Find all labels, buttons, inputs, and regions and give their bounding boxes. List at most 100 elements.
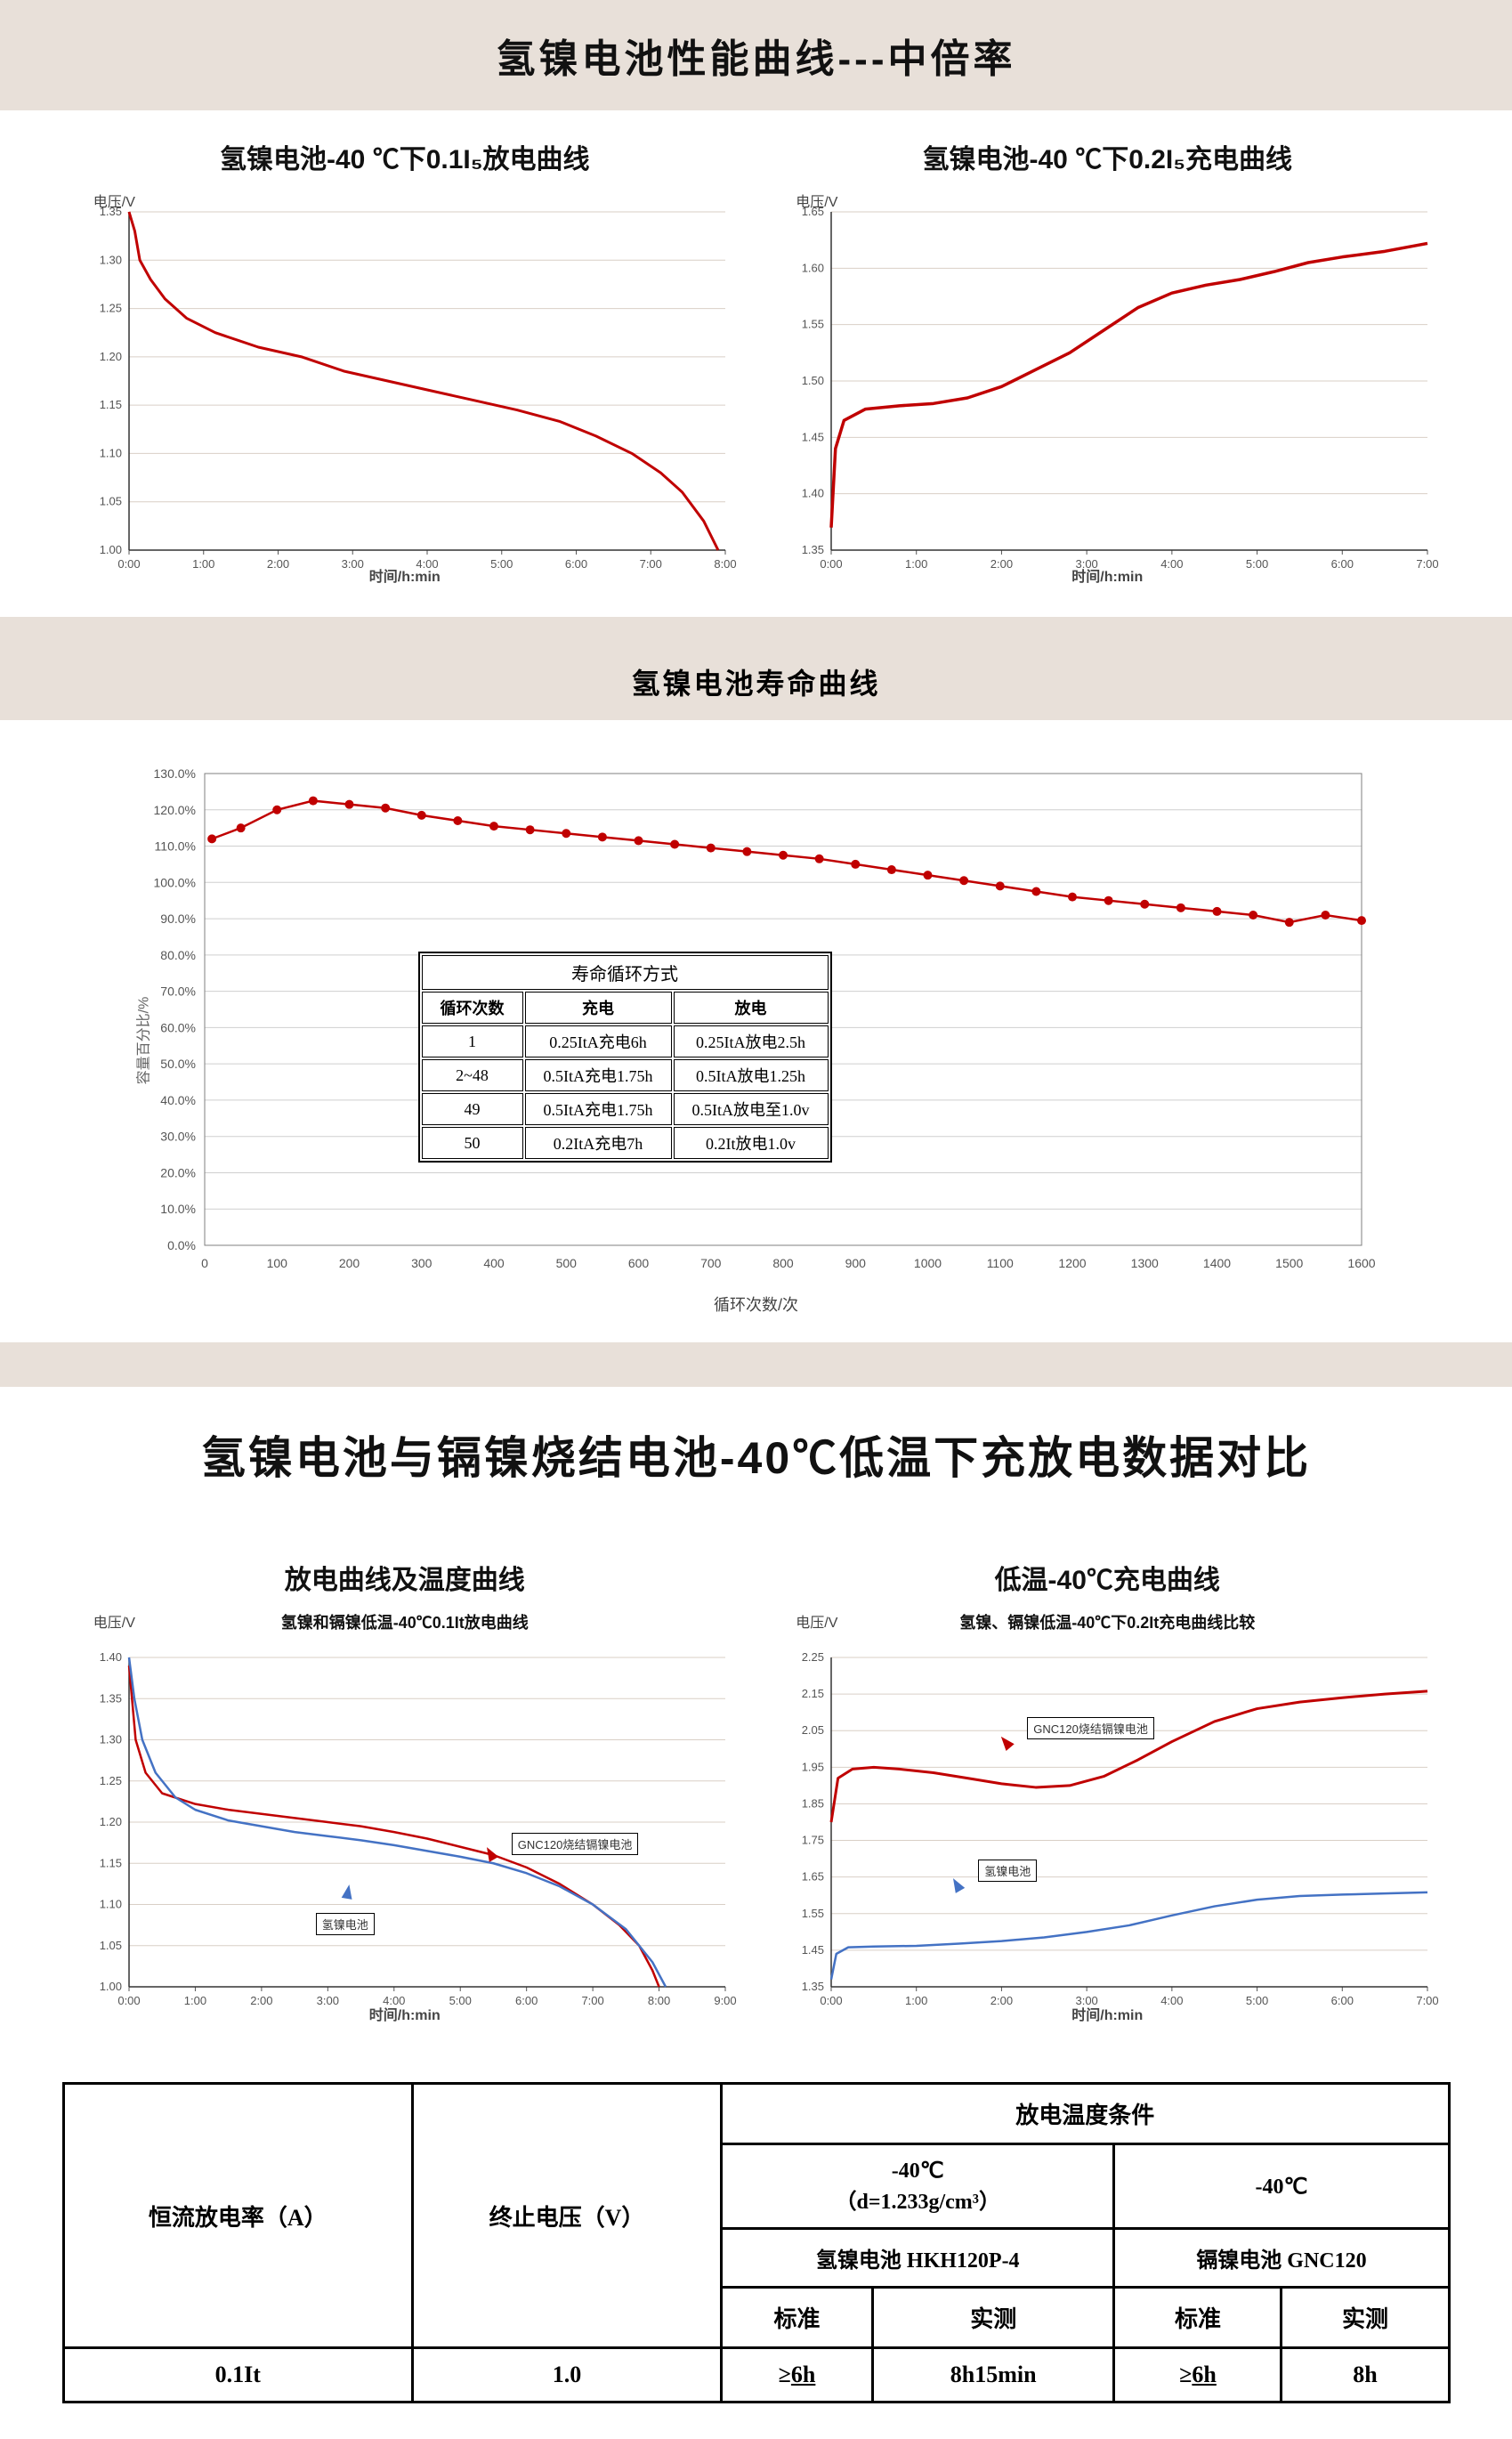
svg-text:7:00: 7:00	[639, 557, 661, 571]
svg-text:1.15: 1.15	[99, 1856, 121, 1869]
svg-text:1.65: 1.65	[802, 1870, 824, 1884]
chart3-ylabel: 容量百分比/%	[131, 996, 152, 1084]
svg-text:10.0%: 10.0%	[160, 1202, 196, 1216]
chart1-ylabel: 电压/V	[93, 190, 135, 211]
top-banner: 氢镍电池性能曲线---中倍率	[0, 0, 1512, 110]
svg-text:1400: 1400	[1202, 1256, 1230, 1270]
svg-text:1:00: 1:00	[184, 1994, 206, 2007]
ct-data-cell: 8h15min	[872, 2348, 1114, 2403]
svg-text:1200: 1200	[1058, 1256, 1086, 1270]
svg-text:1000: 1000	[913, 1256, 941, 1270]
chart5-xlabel: 时间/h:min	[1071, 2003, 1143, 2024]
svg-text:1.30: 1.30	[99, 1733, 121, 1746]
life-section: 容量百分比/% 0.0%10.0%20.0%30.0%40.0%50.0%60.…	[0, 720, 1512, 1342]
svg-text:6:00: 6:00	[565, 557, 587, 571]
svg-text:0:00: 0:00	[117, 557, 140, 571]
svg-text:1.95: 1.95	[802, 1760, 824, 1773]
svg-text:1.05: 1.05	[99, 1939, 121, 1952]
ct-data-cell: 1.0	[413, 2348, 722, 2403]
svg-text:1.20: 1.20	[99, 350, 121, 363]
top-charts-row: 氢镍电池-40 ℃下0.1I₅放电曲线 电压/V 1.00 1.05 1.10 1.1…	[0, 110, 1512, 617]
svg-text:2:00: 2:00	[267, 557, 289, 571]
svg-text:2.05: 2.05	[802, 1723, 824, 1737]
svg-text:100: 100	[266, 1256, 287, 1270]
svg-text:0:00: 0:00	[821, 1994, 843, 2007]
svg-text:1.00: 1.00	[99, 543, 121, 556]
chart5-svg: 1.351.451.551.651.751.851.952.052.152.25…	[769, 1635, 1445, 2027]
svg-text:2:00: 2:00	[990, 557, 1013, 571]
svg-text:1.35: 1.35	[99, 1691, 121, 1705]
svg-text:7:00: 7:00	[1417, 557, 1439, 571]
inset-cell: 0.5ItA充电1.75h	[525, 1059, 672, 1091]
chart1-title: 氢镍电池-40 ℃下0.1I₅放电曲线	[67, 137, 743, 176]
life-inset-table: 寿命循环方式 循环次数充电放电 10.25ItA充电6h0.25ItA放电2.5…	[418, 952, 832, 1163]
svg-text:900: 900	[845, 1256, 866, 1270]
chart2-ylabel: 电压/V	[796, 190, 837, 211]
svg-text:6:00: 6:00	[515, 1994, 538, 2007]
svg-text:300: 300	[411, 1256, 433, 1270]
svg-text:1.35: 1.35	[802, 1980, 824, 1993]
svg-text:1.50: 1.50	[802, 374, 824, 387]
inset-col: 充电	[525, 992, 672, 1024]
svg-text:600: 600	[627, 1256, 649, 1270]
chart3-wrap: 容量百分比/% 0.0%10.0%20.0%30.0%40.0%50.0%60.…	[133, 765, 1379, 1316]
svg-text:1:00: 1:00	[905, 557, 927, 571]
chart2-wrap: 电压/V 1.351.401.451.501.551.601.650:001:0…	[769, 190, 1445, 590]
svg-text:1.25: 1.25	[99, 1774, 121, 1787]
svg-text:5:00: 5:00	[1246, 1994, 1268, 2007]
svg-text:6:00: 6:00	[1331, 1994, 1354, 2007]
chart5-box: 低温-40℃充电曲线 电压/V 氢镍、镉镍低温-40℃下0.2It充电曲线比较 …	[769, 1558, 1445, 2029]
svg-text:1.40: 1.40	[99, 1650, 121, 1664]
svg-text:30.0%: 30.0%	[160, 1130, 196, 1144]
svg-text:1.30: 1.30	[99, 253, 121, 266]
svg-text:7:00: 7:00	[581, 1994, 603, 2007]
inset-cell: 0.25ItA充电6h	[525, 1025, 672, 1057]
svg-text:1100: 1100	[986, 1256, 1013, 1270]
svg-text:50.0%: 50.0%	[160, 1057, 196, 1071]
svg-text:1.15: 1.15	[99, 398, 121, 411]
svg-text:1300: 1300	[1130, 1256, 1158, 1270]
svg-text:800: 800	[772, 1256, 794, 1270]
svg-text:1.25: 1.25	[99, 302, 121, 315]
svg-text:1.85: 1.85	[802, 1796, 824, 1810]
svg-text:5:00: 5:00	[1246, 557, 1268, 571]
chart5-subtitle: 氢镍、镉镍低温-40℃下0.2It充电曲线比较	[769, 1610, 1445, 1633]
svg-text:8:00: 8:00	[714, 557, 736, 571]
chart2-svg: 1.351.401.451.501.551.601.650:001:002:00…	[769, 190, 1445, 590]
svg-text:1.10: 1.10	[99, 446, 121, 459]
chart4-svg: 1.001.051.101.151.201.251.301.351.400:00…	[67, 1635, 743, 2027]
svg-text:1.05: 1.05	[99, 495, 121, 508]
svg-text:1.35: 1.35	[802, 543, 824, 556]
svg-text:90.0%: 90.0%	[160, 912, 196, 926]
ct-main-hdr: 放电温度条件	[722, 2084, 1449, 2144]
svg-text:110.0%: 110.0%	[154, 839, 195, 854]
inset-cell: 0.2It放电1.0v	[674, 1127, 829, 1159]
svg-text:0.0%: 0.0%	[167, 1238, 196, 1252]
svg-text:1:00: 1:00	[192, 557, 214, 571]
svg-text:40.0%: 40.0%	[160, 1093, 196, 1107]
svg-text:20.0%: 20.0%	[160, 1165, 196, 1179]
chart5-gnc-label: GNC120烧结镉镍电池	[1027, 1717, 1154, 1739]
ct-data-cell: ≥6h	[1114, 2348, 1282, 2403]
ct-data-cell: ≥6h	[722, 2348, 873, 2403]
svg-text:80.0%: 80.0%	[160, 948, 196, 962]
svg-text:7:00: 7:00	[1417, 1994, 1439, 2007]
chart4-title: 放电曲线及温度曲线	[67, 1558, 743, 1597]
compare-table: 恒流放电率（A） 终止电压（V） 放电温度条件 -40℃（d=1.233g/cm…	[62, 2082, 1451, 2403]
svg-text:1.75: 1.75	[802, 1834, 824, 1847]
chart4-box: 放电曲线及温度曲线 电压/V 氢镍和镉镍低温-40℃0.1It放电曲线 1.00…	[67, 1558, 743, 2029]
ct-col1-top: -40℃（d=1.233g/cm³）	[722, 2144, 1114, 2229]
svg-text:1.45: 1.45	[802, 1943, 824, 1957]
inset-cell: 0.5ItA充电1.75h	[525, 1093, 672, 1125]
inset-cell: 2~48	[422, 1059, 523, 1091]
svg-text:2:00: 2:00	[990, 1994, 1013, 2007]
svg-text:400: 400	[483, 1256, 505, 1270]
ct-data-cell: 8h	[1282, 2348, 1449, 2403]
divider1	[0, 617, 1512, 644]
svg-text:1.45: 1.45	[802, 430, 824, 443]
ct-subcol: 标准	[1114, 2288, 1282, 2348]
inset-header: 寿命循环方式	[422, 955, 829, 990]
svg-text:6:00: 6:00	[1331, 557, 1354, 571]
svg-text:1.20: 1.20	[99, 1815, 121, 1828]
compare-charts-row: 放电曲线及温度曲线 电压/V 氢镍和镉镍低温-40℃0.1It放电曲线 1.00…	[0, 1531, 1512, 2055]
